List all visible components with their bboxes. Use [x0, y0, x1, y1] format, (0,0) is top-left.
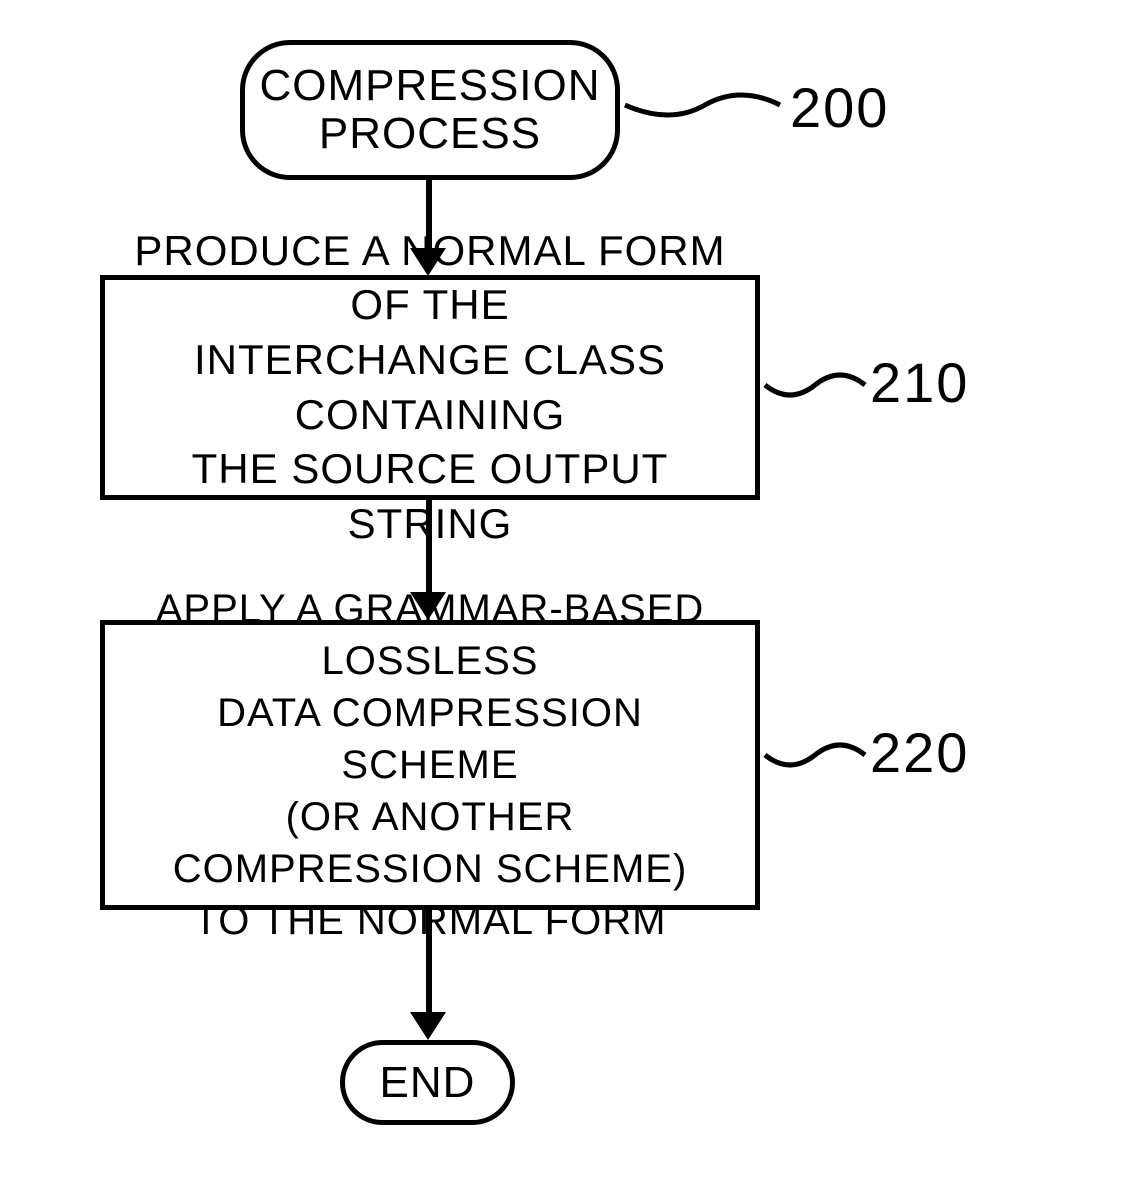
start-node: COMPRESSIONPROCESS [240, 40, 620, 180]
process-220: APPLY A GRAMMAR-BASED LOSSLESSDATA COMPR… [100, 620, 760, 910]
arrow-3 [426, 910, 432, 1013]
end-label: END [380, 1058, 476, 1108]
ref-label-210: 210 [870, 350, 969, 415]
arrow-2 [426, 500, 432, 593]
end-node: END [340, 1040, 515, 1125]
process-220-label: APPLY A GRAMMAR-BASED LOSSLESSDATA COMPR… [125, 583, 735, 947]
connector-200 [620, 80, 790, 130]
ref-label-200: 200 [790, 75, 889, 140]
arrow-head-3 [410, 1012, 446, 1040]
compression-flowchart: COMPRESSIONPROCESS 200 PRODUCE A NORMAL … [0, 0, 1144, 1204]
connector-210 [760, 360, 870, 410]
process-210: PRODUCE A NORMAL FORM OF THEINTERCHANGE … [100, 275, 760, 500]
connector-220 [760, 730, 870, 780]
ref-label-220: 220 [870, 720, 969, 785]
start-label: COMPRESSIONPROCESS [259, 62, 600, 159]
